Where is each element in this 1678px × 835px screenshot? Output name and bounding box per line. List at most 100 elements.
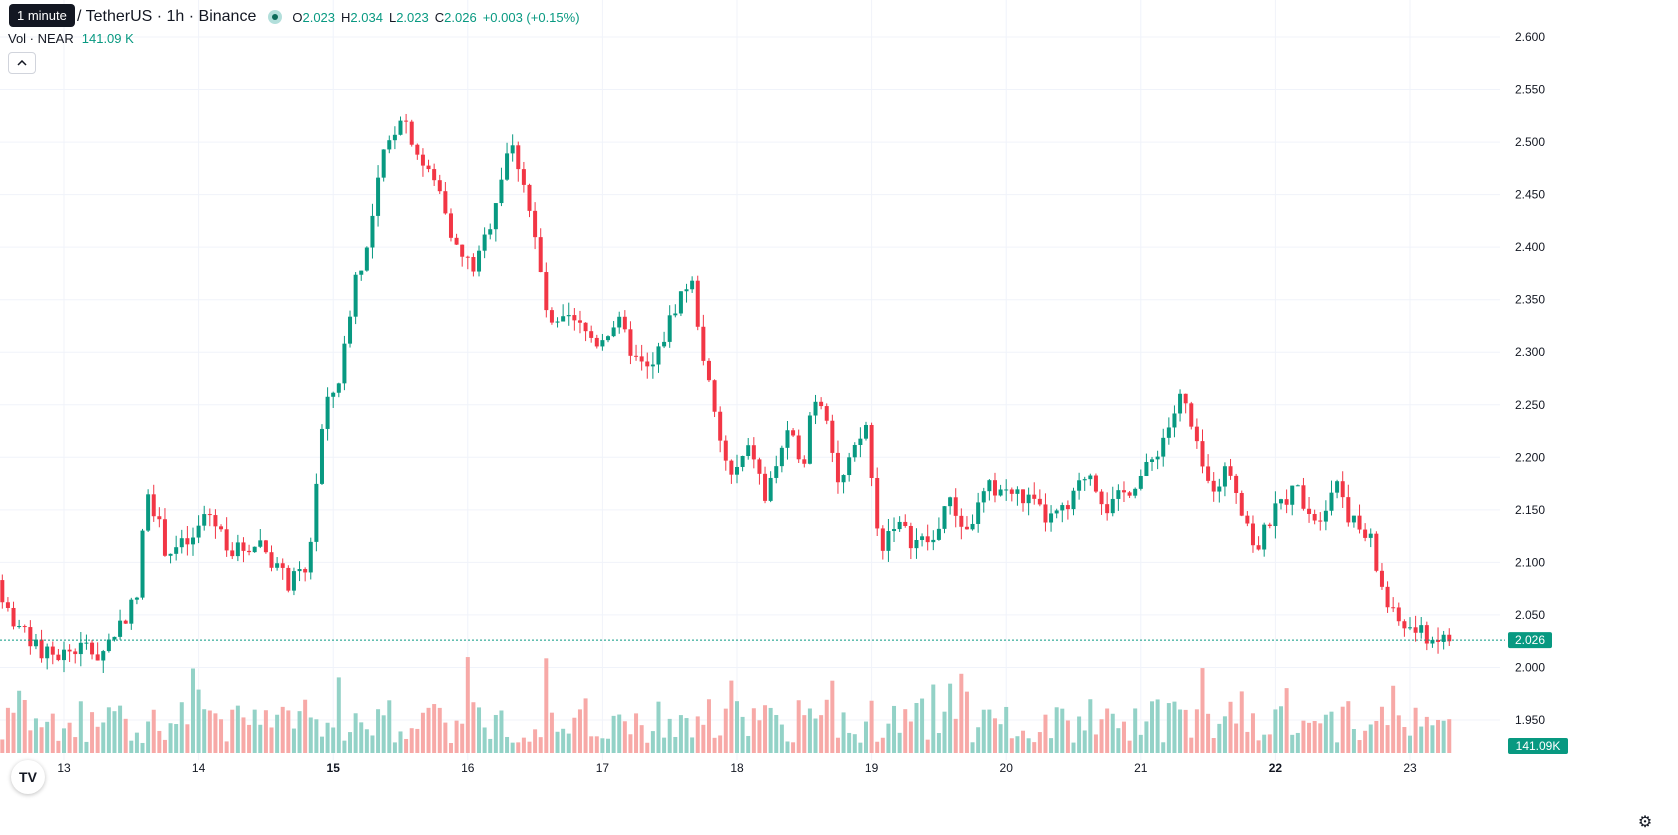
volume-bar xyxy=(774,714,779,753)
logo-text: TV xyxy=(19,769,37,785)
volume-bar xyxy=(634,713,639,753)
chart-grid xyxy=(0,0,1500,760)
volume-bar xyxy=(1402,727,1407,753)
volume-bar xyxy=(589,736,594,753)
volume-bar xyxy=(1441,720,1446,753)
candle-body xyxy=(213,515,218,527)
candle-body xyxy=(1256,545,1261,550)
candle-body xyxy=(830,420,835,453)
volume-bar xyxy=(959,673,964,753)
candle-body xyxy=(454,237,459,245)
volume-bar xyxy=(617,714,622,753)
volume-bar xyxy=(471,702,476,753)
volume-bar xyxy=(611,715,616,753)
candle-body xyxy=(342,343,347,384)
candle-body xyxy=(835,452,840,483)
volume-bar xyxy=(1363,730,1368,753)
volume-bar xyxy=(751,708,756,753)
volume-bar xyxy=(639,725,644,753)
volume-bar xyxy=(847,732,852,753)
candle-body xyxy=(291,571,296,591)
candle-body xyxy=(134,597,139,600)
symbol-legend[interactable]: / TetherUS · 1h · Binance O2.023 H2.034 … xyxy=(8,6,580,28)
time-axis[interactable]: 13 14 15 16 17 18 19 20 21 22 23 xyxy=(57,761,1417,775)
volume-bar xyxy=(516,742,521,753)
candle-body xyxy=(1110,498,1115,514)
ohlc-high: H2.034 xyxy=(341,9,383,25)
candle-body xyxy=(426,165,431,170)
candle-body xyxy=(1121,490,1126,493)
volume-bar xyxy=(1436,719,1441,753)
candle-body xyxy=(151,494,156,517)
candle-body xyxy=(280,563,285,568)
candle-body xyxy=(443,191,448,214)
volume-bar xyxy=(1391,685,1396,753)
symbol-title[interactable]: / TetherUS · 1h · Binance xyxy=(77,8,257,25)
volume-bar xyxy=(1116,728,1121,753)
candle-body xyxy=(202,514,207,526)
candle-body xyxy=(791,430,796,436)
volume-bar xyxy=(779,724,784,753)
x-tick-label: 20 xyxy=(1000,761,1014,775)
price-axis[interactable]: 2.600 2.550 2.500 2.450 2.400 2.350 2.300 2.250… xyxy=(1515,30,1545,727)
volume-bar xyxy=(1088,699,1093,753)
candle-body xyxy=(622,316,627,330)
candle-body xyxy=(398,120,403,135)
volume-bar xyxy=(1245,731,1250,753)
tradingview-logo[interactable]: TV xyxy=(11,760,45,794)
volume-bar xyxy=(875,741,880,753)
volume-bar xyxy=(1009,738,1014,753)
volume-legend[interactable]: Vol · NEAR 141.09 K xyxy=(8,31,134,46)
candle-body xyxy=(1329,492,1334,511)
y-tick-label: 2.100 xyxy=(1515,555,1545,569)
volume-bar xyxy=(964,691,969,753)
volume-bar xyxy=(785,741,790,753)
candle-body xyxy=(471,257,476,272)
volume-bar xyxy=(1065,720,1070,753)
candle-body xyxy=(981,491,986,503)
settings-gear-icon[interactable]: ⚙ xyxy=(1637,814,1653,831)
volume-bar xyxy=(67,722,72,753)
volume-bar xyxy=(740,716,745,753)
volume-bar xyxy=(56,740,61,753)
volume-bar xyxy=(123,718,128,753)
volume-bar xyxy=(1200,668,1205,753)
candle-body xyxy=(690,280,695,290)
candle-body xyxy=(308,541,313,573)
candle-body xyxy=(235,542,240,557)
candle-body xyxy=(1088,475,1093,480)
candle-body xyxy=(376,177,381,216)
volume-bar xyxy=(908,721,913,753)
volume-bar xyxy=(1060,708,1065,753)
volume-bar xyxy=(342,740,347,753)
candle-body xyxy=(275,563,280,568)
candle-body xyxy=(544,272,549,311)
candle-body xyxy=(650,364,655,367)
candle-body xyxy=(353,274,358,317)
volume-bar xyxy=(1234,723,1239,753)
x-tick-label: 21 xyxy=(1134,761,1148,775)
volume-bar xyxy=(1250,713,1255,753)
volume-bar xyxy=(359,722,364,753)
volume-bar xyxy=(869,700,874,753)
candle-body xyxy=(207,514,212,516)
market-status-icon[interactable] xyxy=(268,10,283,24)
volume-bar xyxy=(628,734,633,753)
y-tick-label: 2.400 xyxy=(1515,240,1545,254)
volume-bar xyxy=(1110,713,1115,753)
candle-body xyxy=(448,213,453,238)
candle-body xyxy=(583,322,588,332)
candle-body xyxy=(319,428,324,484)
candle-body xyxy=(174,547,179,554)
volume-bar xyxy=(493,714,498,753)
y-tick-label: 2.200 xyxy=(1515,450,1545,464)
candle-body xyxy=(852,444,857,458)
candle-body xyxy=(1245,515,1250,524)
candle-body xyxy=(1234,475,1239,493)
candle-body xyxy=(908,525,913,549)
candle-body xyxy=(1250,523,1255,546)
candle-body xyxy=(768,477,773,501)
collapse-legend-button[interactable] xyxy=(8,52,36,74)
candle-body xyxy=(953,497,958,516)
